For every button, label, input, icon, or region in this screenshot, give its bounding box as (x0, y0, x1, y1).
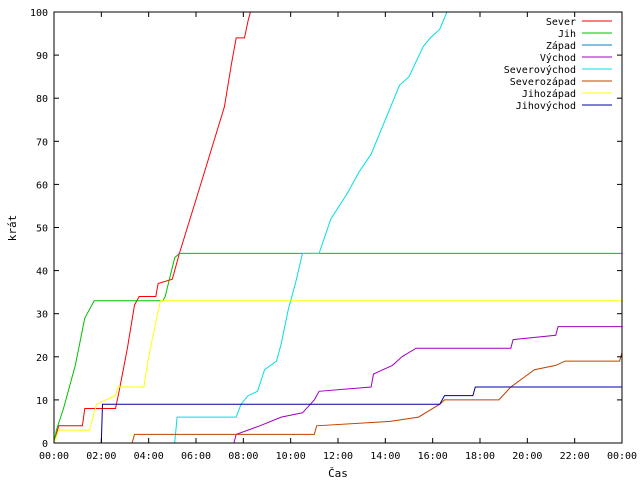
ticks-layer: 00:00 02:00 04:00 06:00 08:00 10:00 12:00 14:00… (30, 8, 637, 462)
x-tick-label: 02:00 (86, 451, 116, 462)
x-tick-label: 22:00 (560, 451, 590, 462)
x-tick-label: 12:00 (323, 451, 353, 462)
x-tick-label: 10:00 (276, 451, 306, 462)
series-line-2 (53, 252, 622, 444)
series-line-6 (54, 352, 623, 444)
x-tick-label: 00:00 (607, 451, 637, 462)
y-tick-label: 90 (36, 51, 48, 62)
y-tick-label: 30 (36, 310, 48, 321)
legend-label: Severovýchod (504, 64, 576, 76)
x-axis-title: Čas (328, 467, 348, 480)
series-line-7 (53, 300, 622, 444)
x-tick-label: 18:00 (465, 451, 495, 462)
x-tick-label: 04:00 (134, 451, 164, 462)
legend-label: Západ (546, 40, 576, 52)
x-tick-label: 20:00 (512, 451, 542, 462)
y-axis-title: krát (6, 215, 19, 242)
y-tick-label: 70 (36, 137, 48, 148)
y-tick-label: 20 (36, 353, 48, 364)
legend: SeverJihZápadVýchodSeverovýchodSeverozáp… (504, 17, 612, 112)
legend-label: Jihovýchod (516, 100, 576, 112)
y-tick-label: 100 (30, 8, 48, 19)
legend-label: Východ (540, 52, 576, 64)
y-tick-label: 80 (36, 94, 48, 105)
legend-label: Jih (558, 29, 576, 40)
series-line-8 (54, 386, 622, 444)
y-tick-label: 60 (36, 180, 48, 191)
x-tick-label: 06:00 (181, 451, 211, 462)
y-tick-label: 0 (42, 439, 48, 450)
series-line-4 (54, 326, 622, 444)
y-tick-label: 10 (36, 396, 48, 407)
y-tick-label: 40 (36, 267, 48, 278)
series-line-1 (53, 11, 251, 444)
series-line-5 (54, 11, 448, 444)
legend-label: Jihozápad (522, 88, 576, 100)
legend-label: Severozápad (510, 76, 576, 88)
y-tick-label: 50 (36, 224, 48, 235)
x-tick-label: 08:00 (228, 451, 258, 462)
x-tick-label: 00:00 (39, 451, 69, 462)
x-tick-label: 14:00 (370, 451, 400, 462)
legend-label: Sever (546, 17, 576, 28)
x-tick-label: 16:00 (418, 451, 448, 462)
